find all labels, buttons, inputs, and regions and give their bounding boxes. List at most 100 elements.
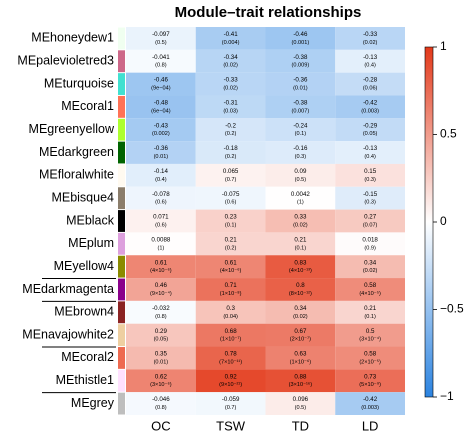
row-label: MEyellow4 [54, 259, 114, 273]
heatmap-cell [265, 209, 336, 233]
cell-p-value: (0.002) [152, 131, 170, 137]
cell-p-value: (0.1) [225, 222, 237, 228]
heatmap-cell [195, 141, 266, 164]
cell-p-value: (0.6) [155, 200, 167, 206]
cell-p-value: (4×10⁻⁶) [150, 267, 172, 274]
cell-p-value: (0.3) [364, 200, 376, 206]
cell-value: 0.33 [294, 214, 307, 221]
column-label: OC [151, 418, 171, 433]
cell-value: 0.46 [155, 282, 168, 289]
module-swatch [118, 141, 125, 164]
cell-value: 0.73 [364, 373, 377, 380]
heatmap-cell [126, 392, 196, 415]
cell-p-value: (0.2) [225, 131, 237, 137]
heatmap-cell [126, 300, 196, 324]
cell-value: 0.27 [364, 214, 377, 221]
cell-value: 0.61 [155, 259, 168, 266]
cell-p-value: (0.4) [155, 177, 167, 183]
module-swatch [118, 50, 125, 73]
heatmap-cell [195, 209, 266, 233]
colorbar-tick-label: 1 [440, 39, 447, 53]
cell-value: 0.0088 [151, 236, 170, 243]
cell-value: 0.096 [293, 396, 309, 403]
heatmap-cell [265, 392, 336, 415]
cell-p-value: (0.02) [293, 222, 308, 228]
cell-value: 0.21 [294, 236, 307, 243]
cell-value: 0.67 [294, 328, 307, 335]
module-swatch [118, 27, 125, 50]
heatmap-cell [195, 163, 266, 187]
cell-value: 0.88 [294, 373, 307, 380]
cell-p-value: (3×10⁻¹⁶) [289, 381, 313, 388]
module-swatch [118, 255, 125, 278]
cell-p-value: (0.6) [225, 200, 237, 206]
heatmap-cell [265, 72, 336, 96]
cell-p-value: (0.8) [155, 63, 167, 69]
row-label: MEcoral2 [61, 350, 114, 364]
heatmap-cell [195, 27, 266, 50]
module-swatch [118, 324, 125, 347]
module-swatch [118, 278, 125, 301]
cell-value: -0.24 [293, 122, 308, 129]
cell-value: -0.032 [152, 305, 170, 312]
chart-title: Module–trait relationships [175, 4, 362, 21]
colorbar-tick-label: 0.5 [440, 127, 457, 141]
heatmap-cell [126, 95, 196, 119]
heatmap-cell [265, 27, 336, 50]
heatmap-cell [126, 255, 196, 279]
cell-value: 0.68 [225, 328, 238, 335]
heatmap-cell [335, 209, 405, 233]
heatmap-cell [195, 72, 266, 96]
cell-value: -0.43 [154, 122, 169, 129]
heatmap-cell [126, 232, 196, 256]
row-label: MEbisque4 [51, 190, 114, 204]
cell-p-value: (3×10⁻⁶) [150, 381, 172, 388]
cell-value: 0.71 [225, 282, 238, 289]
column-label: LD [362, 418, 379, 433]
heatmap-cell [335, 278, 405, 301]
cell-p-value: (2×10⁻⁵) [359, 358, 381, 365]
cell-value: 0.62 [155, 373, 168, 380]
cell-p-value: (0.01) [154, 359, 169, 365]
cell-value: 0.63 [294, 351, 307, 358]
heatmap-cell [335, 27, 405, 50]
cell-p-value: (0.01) [293, 86, 308, 92]
heatmap-cell [195, 392, 266, 415]
row-label: MEpalevioletred3 [17, 54, 114, 68]
cell-p-value: (0.05) [154, 337, 169, 343]
cell-value: -0.18 [224, 145, 239, 152]
cell-p-value: (0.01) [154, 154, 169, 160]
heatmap-cell [335, 95, 405, 119]
cell-p-value: (0.04) [223, 314, 238, 320]
cell-value: 0.018 [362, 236, 378, 243]
heatmap-cell [335, 255, 405, 279]
cell-value: 0.071 [153, 214, 169, 221]
heatmap-cell [265, 186, 336, 210]
cell-p-value: (8×10⁻¹²) [289, 291, 312, 297]
cell-p-value: (0.009) [292, 63, 310, 69]
cell-p-value: (4×10⁻⁶) [220, 267, 242, 274]
cell-value: 0.92 [225, 373, 238, 380]
heatmap-cell [335, 392, 405, 415]
row-label: MEdarkmagenta [22, 282, 114, 296]
module-swatch [118, 301, 125, 324]
cell-value: 0.61 [225, 259, 238, 266]
heatmap-cell [195, 118, 266, 142]
module-swatch [118, 118, 125, 141]
cell-value: -0.46 [154, 77, 169, 84]
cell-value: 0.065 [223, 168, 239, 175]
cell-value: -0.36 [154, 145, 169, 152]
colorbar-tick-label: −1 [440, 389, 454, 403]
cell-value: -0.46 [293, 31, 308, 38]
cell-p-value: (0.9) [364, 245, 376, 251]
cell-value: 0.3 [226, 305, 235, 312]
heatmap-cell [195, 278, 266, 301]
cell-value: -0.41 [224, 31, 239, 38]
cell-value: -0.42 [363, 100, 378, 107]
cell-p-value: (0.1) [364, 314, 376, 320]
cell-p-value: (0.2) [225, 245, 237, 251]
heatmap-cell [126, 323, 196, 347]
cell-value: -0.075 [222, 191, 240, 198]
cell-value: -0.059 [222, 396, 240, 403]
